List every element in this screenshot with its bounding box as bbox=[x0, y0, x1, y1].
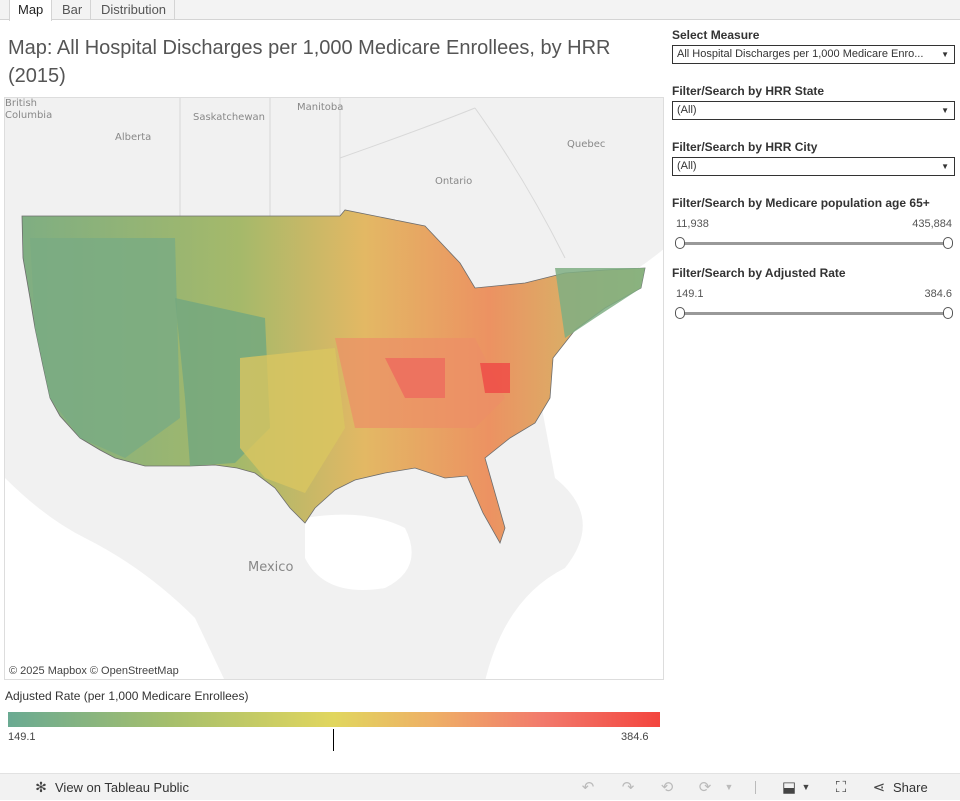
legend-color-ramp bbox=[8, 712, 660, 727]
toolbar-divider bbox=[755, 781, 756, 794]
map-label-ontario: Ontario bbox=[435, 176, 472, 187]
map-label-british-columbia: British bbox=[5, 98, 37, 109]
map-label-quebec: Quebec bbox=[567, 139, 605, 150]
population-slider-max-handle[interactable] bbox=[943, 237, 953, 249]
tableau-logo-icon: ✻ bbox=[35, 779, 47, 795]
tab-bar-chart[interactable]: Bar bbox=[54, 0, 92, 20]
map-label-mexico: Mexico bbox=[248, 560, 293, 575]
population-max: 435,884 bbox=[912, 218, 952, 230]
legend-max: 384.6 bbox=[621, 731, 649, 743]
legend-title: Adjusted Rate (per 1,000 Medicare Enroll… bbox=[5, 689, 249, 703]
share-button[interactable]: Share bbox=[893, 780, 928, 795]
undo-icon[interactable]: ↶ bbox=[581, 779, 595, 796]
map-label-british-columbia-2: Columbia bbox=[5, 110, 52, 121]
population-min: 11,938 bbox=[676, 218, 709, 230]
canada-borders bbox=[179, 98, 566, 259]
refresh-icon[interactable]: ⟳ bbox=[698, 779, 712, 796]
revert-icon[interactable]: ⟲ bbox=[660, 779, 674, 796]
state-filter-value: (All) bbox=[677, 104, 697, 116]
share-icon[interactable]: ⋖ bbox=[872, 779, 886, 796]
measure-dropdown[interactable]: All Hospital Discharges per 1,000 Medica… bbox=[672, 45, 955, 64]
chevron-down-icon: ▼ bbox=[941, 162, 949, 171]
fullscreen-icon[interactable]: ⛶ bbox=[835, 779, 847, 796]
population-range-values: 11,938 435,884 bbox=[676, 218, 952, 230]
hrr-map[interactable]: British Columbia Alberta Saskatchewan Ma… bbox=[4, 97, 664, 680]
population-slider-min-handle[interactable] bbox=[675, 237, 685, 249]
bottom-toolbar: ✻ View on Tableau Public ↶ ↷ ⟲ ⟳ ▼ ⬓ ▼ ⛶… bbox=[0, 773, 960, 800]
region-highest-rate bbox=[480, 363, 510, 393]
map-attribution[interactable]: © 2025 Mapbox © OpenStreetMap bbox=[9, 665, 179, 677]
legend-min: 149.1 bbox=[8, 731, 36, 743]
state-filter-label: Filter/Search by HRR State bbox=[672, 84, 825, 98]
tab-map[interactable]: Map bbox=[9, 0, 53, 21]
map-label-saskatchewan: Saskatchewan bbox=[193, 112, 265, 123]
rate-range-values: 149.1 384.6 bbox=[676, 288, 952, 300]
region-west bbox=[30, 238, 180, 458]
page-title: Map: All Hospital Discharges per 1,000 M… bbox=[8, 37, 611, 87]
chevron-down-icon: ▼ bbox=[941, 106, 949, 115]
measure-value: All Hospital Discharges per 1,000 Medica… bbox=[677, 48, 924, 60]
state-filter-dropdown[interactable]: (All) ▼ bbox=[672, 101, 955, 120]
pacific-ocean bbox=[5, 478, 225, 679]
gulf-of-mexico bbox=[305, 514, 412, 590]
view-on-tableau-link[interactable]: View on Tableau Public bbox=[55, 780, 189, 795]
tab-bar: Map Bar Distribution bbox=[0, 0, 960, 21]
measure-label: Select Measure bbox=[672, 28, 760, 42]
population-slider[interactable] bbox=[675, 237, 953, 249]
rate-min: 149.1 bbox=[676, 288, 704, 300]
map-label-manitoba: Manitoba bbox=[297, 102, 343, 113]
rate-slider[interactable] bbox=[675, 307, 953, 319]
legend-marker bbox=[333, 729, 334, 751]
rate-filter-label: Filter/Search by Adjusted Rate bbox=[672, 266, 846, 280]
population-filter-label: Filter/Search by Medicare population age… bbox=[672, 196, 930, 210]
chevron-down-icon: ▼ bbox=[941, 50, 949, 59]
region-plains bbox=[240, 348, 345, 493]
map-label-alberta: Alberta bbox=[115, 132, 151, 143]
atlantic-ocean bbox=[485, 249, 663, 679]
rate-slider-max-handle[interactable] bbox=[943, 307, 953, 319]
redo-icon[interactable]: ↷ bbox=[621, 779, 635, 796]
chevron-down-icon[interactable]: ▼ bbox=[724, 782, 734, 792]
rate-slider-min-handle[interactable] bbox=[675, 307, 685, 319]
region-new-england bbox=[555, 268, 645, 338]
city-filter-value: (All) bbox=[677, 160, 697, 172]
rate-max: 384.6 bbox=[924, 288, 952, 300]
city-filter-label: Filter/Search by HRR City bbox=[672, 140, 818, 154]
region-high-rate bbox=[385, 358, 445, 398]
chevron-down-icon[interactable]: ▼ bbox=[801, 782, 811, 792]
tab-distribution[interactable]: Distribution bbox=[93, 0, 176, 20]
city-filter-dropdown[interactable]: (All) ▼ bbox=[672, 157, 955, 176]
map-canvas[interactable]: British Columbia Alberta Saskatchewan Ma… bbox=[5, 98, 664, 680]
download-icon[interactable]: ⬓ bbox=[781, 779, 797, 796]
